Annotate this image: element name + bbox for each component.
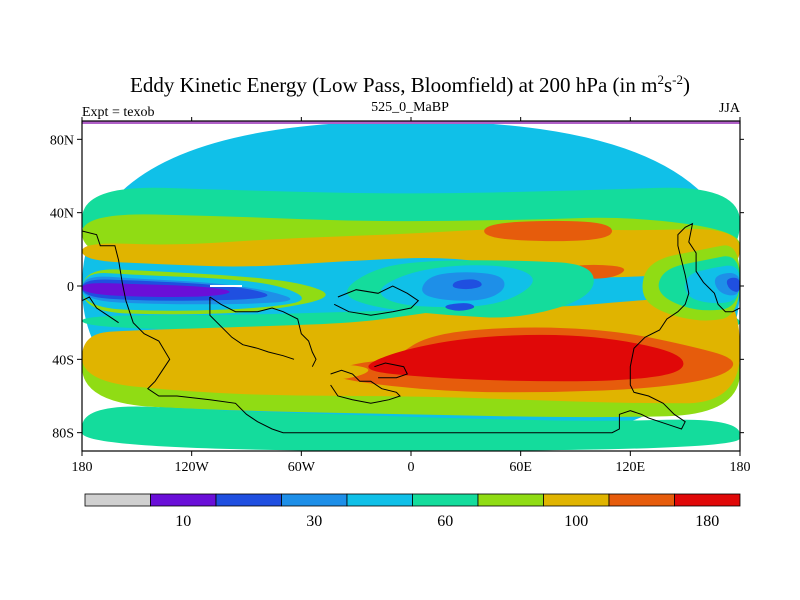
contour-region-26 <box>726 277 740 292</box>
continent-outline-1 <box>82 296 119 324</box>
continent-outline-2 <box>209 296 317 367</box>
y-tick-label: 80S <box>52 427 74 442</box>
colorbar-label: 10 <box>175 513 191 530</box>
colorbar-box <box>215 493 282 507</box>
continent-outline-5 <box>330 369 401 404</box>
contour-region-9 <box>368 334 684 382</box>
contour-region-20 <box>452 279 482 290</box>
colorbar-label: 30 <box>306 513 322 530</box>
continent-outline-4 <box>333 285 420 316</box>
continent-outline-0 <box>82 222 740 434</box>
title-superscript-1: 2 <box>657 72 664 87</box>
colorbar-box <box>608 493 675 507</box>
top-edge-band <box>82 121 740 124</box>
y-axis: 80N 40N 0 40S 80S <box>50 133 744 442</box>
chart-title: Eddy Kinetic Energy (Low Pass, Bloomfiel… <box>130 72 690 97</box>
x-axis: 180 120W 60W 0 60E 120E 180 <box>72 117 751 475</box>
title-superscript-2: -2 <box>672 72 683 87</box>
title-main: Eddy Kinetic Energy (Low Pass, Bloomfiel… <box>130 73 657 97</box>
contour-region-27 <box>82 416 740 451</box>
x-tick-label: 60W <box>288 460 316 475</box>
y-tick-label: 0 <box>67 280 74 295</box>
y-tick-label: 40N <box>50 207 74 222</box>
subtitle-right: JJA <box>719 101 741 116</box>
subtitle-left: Expt = texob <box>82 105 154 120</box>
colorbar-box <box>674 493 741 507</box>
equator-white-mark <box>210 285 242 287</box>
map-plot-area <box>82 121 740 451</box>
x-tick-label: 0 <box>408 460 415 475</box>
subtitle-center: 525_0_MaBP <box>371 100 449 115</box>
continent-outline-layer <box>82 222 740 434</box>
colorbar-label: 100 <box>564 513 588 530</box>
x-tick-label: 120W <box>175 460 210 475</box>
colorbar-box <box>412 493 479 507</box>
colorbar: 10 30 60 100 180 <box>84 493 741 530</box>
contour-region-10 <box>484 220 613 242</box>
colorbar-box <box>477 493 544 507</box>
colorbar-label: 180 <box>695 513 719 530</box>
colorbar-box <box>346 493 413 507</box>
colorbar-box <box>281 493 348 507</box>
continent-outline-6 <box>374 362 409 379</box>
y-tick-label: 40S <box>52 353 74 368</box>
contour-region-28 <box>289 364 369 381</box>
colorbar-label: 60 <box>437 513 453 530</box>
colorbar-box <box>543 493 610 507</box>
x-tick-label: 60E <box>509 460 532 475</box>
continent-outline-3 <box>209 297 295 360</box>
contour-region-16 <box>82 283 230 297</box>
title-unit-s: s <box>664 73 672 97</box>
contour-fill-layer <box>82 121 740 451</box>
x-tick-label: 120E <box>616 460 646 475</box>
title-end: ) <box>683 73 690 97</box>
y-tick-label: 80N <box>50 133 74 148</box>
contour-region-21 <box>445 303 475 311</box>
colorbar-box <box>84 493 151 507</box>
x-tick-label: 180 <box>730 460 751 475</box>
colorbar-box <box>150 493 217 507</box>
x-tick-label: 180 <box>72 460 93 475</box>
